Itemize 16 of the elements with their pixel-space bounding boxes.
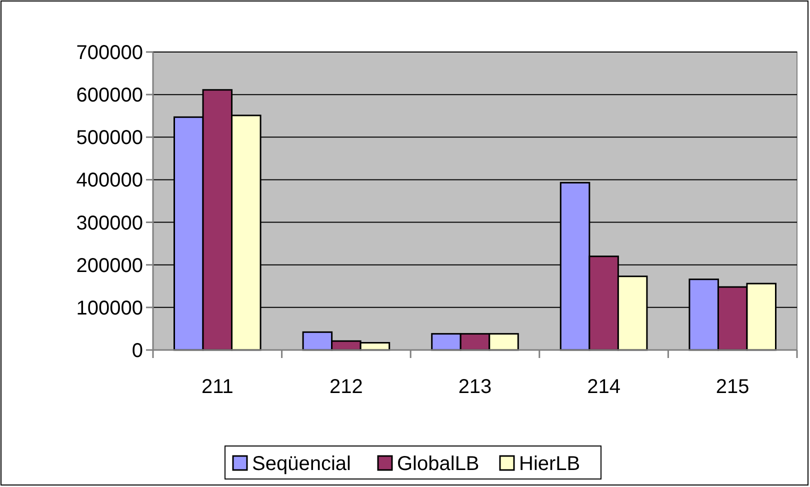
y-tick-label: 600000	[76, 84, 143, 107]
y-tick-label: 0	[132, 340, 143, 362]
y-tick-label: 700000	[76, 42, 143, 64]
y-tick-label: 200000	[76, 254, 143, 277]
legend-label: Seqüencial	[252, 453, 351, 475]
y-tick-label: 100000	[76, 297, 143, 320]
x-tick-label: 212	[330, 376, 363, 398]
x-tick-label: 213	[458, 376, 492, 398]
x-tick-label: 211	[201, 376, 234, 398]
x-tick-label: 215	[716, 376, 750, 398]
legend-label: GlobalLB	[397, 453, 480, 475]
y-tick-label: 500000	[76, 127, 143, 150]
x-tick-label: 214	[587, 376, 620, 398]
legend-label: HierLB	[519, 453, 580, 475]
y-tick-label: 400000	[76, 170, 143, 192]
y-tick-label: 300000	[76, 212, 143, 234]
